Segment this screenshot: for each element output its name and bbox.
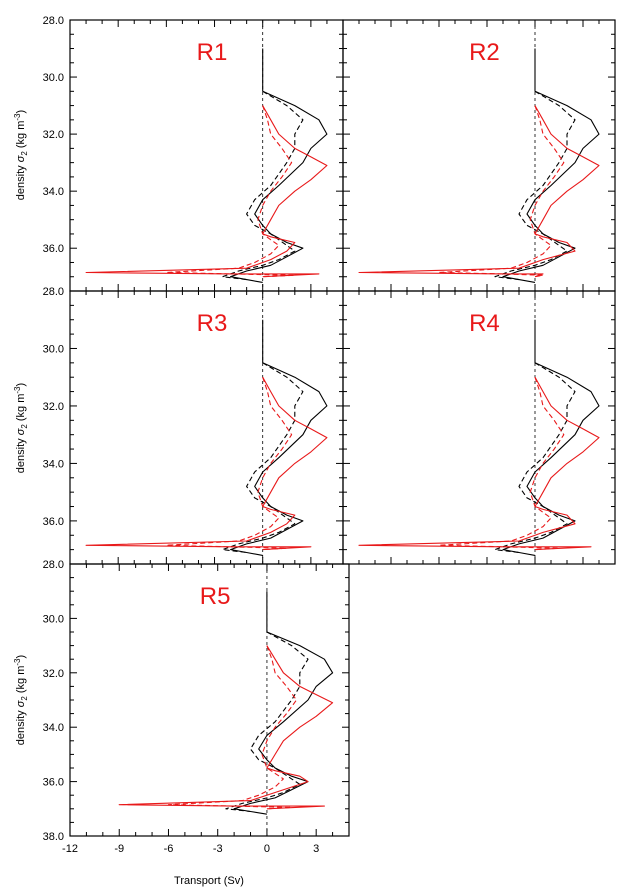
ylabel-close: ) <box>15 110 27 114</box>
series-line-4 <box>167 645 298 810</box>
series-line-2 <box>225 631 309 813</box>
series-line-3 <box>358 376 600 551</box>
y-tick-label: 30.0 <box>43 72 64 84</box>
panel-title: R2 <box>469 39 500 66</box>
x-tick-label: 3 <box>313 843 319 855</box>
series-line-4 <box>165 377 293 551</box>
ylabel-close: ) <box>15 383 27 387</box>
ylabel-sub: 2 <box>20 151 29 156</box>
y-tick-label: 34.0 <box>43 458 64 470</box>
series-line-4 <box>438 377 565 551</box>
ylabel-units: (kg m <box>15 666 27 697</box>
panel-title: R3 <box>197 310 228 337</box>
panel-3: R3 28.0 30.0 32.0 34.0 36.0 <box>43 286 344 565</box>
ylabel-r3: density σ2 (kg m-3) <box>13 383 29 473</box>
y-tick-label: 38.0 <box>43 831 64 843</box>
ylabel-units: (kg m <box>15 394 27 425</box>
series-line-1 <box>230 48 328 283</box>
y-tick-label: 28.0 <box>43 15 64 27</box>
series-line-2 <box>494 362 576 554</box>
y-tick-label: 34.0 <box>43 186 64 198</box>
panel-frame <box>342 290 616 565</box>
y-tick-label: 36.0 <box>43 777 64 789</box>
x-tick-label: -12 <box>62 843 78 855</box>
y-tick-label: 30.0 <box>43 613 64 625</box>
ylabel-exp: -3 <box>13 113 22 121</box>
ylabel-close: ) <box>15 655 27 659</box>
ylabel-sigma: σ <box>15 428 27 435</box>
ylabel-units: (kg m <box>15 121 27 152</box>
ylabel-exp: -3 <box>13 386 22 394</box>
x-tick-label: -6 <box>164 843 174 855</box>
y-tick-label: 32.0 <box>43 668 64 680</box>
ylabel-r1: density σ2 (kg m-3) <box>13 110 29 200</box>
series-line-3 <box>85 105 328 278</box>
ylabel-sigma: σ <box>15 155 27 162</box>
ylabel-main: density <box>15 707 27 745</box>
ylabel-sub: 2 <box>20 696 29 701</box>
series-line-1 <box>233 591 334 815</box>
x-axis-label: Transport (Sv) <box>174 875 244 887</box>
ylabel-sigma: σ <box>15 700 27 707</box>
panel-title: R4 <box>469 310 500 337</box>
y-tick-label: 28.0 <box>43 559 64 571</box>
series-line-4 <box>165 105 296 278</box>
series-line-1 <box>230 319 328 556</box>
panel-5: R5 28.0 30.0 32.0 34.0 36.0 38.0-12 -9 -6 -3 0 3 <box>43 559 350 855</box>
panel-1: R1 28.0 30.0 32.0 34.0 36.0 <box>43 15 344 292</box>
x-tick-label: -3 <box>213 843 223 855</box>
y-tick-label: 36.0 <box>43 243 64 255</box>
ylabel-r5: density σ2 (kg m-3) <box>13 655 29 745</box>
x-tick-label: -9 <box>114 843 124 855</box>
panel-title: R1 <box>197 39 228 66</box>
ylabel-main: density <box>15 162 27 200</box>
y-tick-label: 28.0 <box>43 286 64 298</box>
panel-title: R5 <box>200 583 231 610</box>
y-tick-label: 32.0 <box>43 129 64 141</box>
series-line-1 <box>502 319 600 556</box>
y-tick-label: 30.0 <box>43 343 64 355</box>
series-line-2 <box>222 362 304 554</box>
y-tick-label: 34.0 <box>43 722 64 734</box>
ylabel-sub: 2 <box>20 424 29 429</box>
panel-4: R4 <box>342 290 616 565</box>
ylabel-main: density <box>15 435 27 473</box>
series-line-3 <box>358 105 600 278</box>
series-line-2 <box>222 90 304 281</box>
series-line-3 <box>85 376 328 551</box>
x-tick-label: 0 <box>264 843 270 855</box>
series-line-4 <box>438 105 565 278</box>
series-line-1 <box>502 48 600 283</box>
y-tick-label: 32.0 <box>43 401 64 413</box>
panels-layer: R1 28.0 30.0 32.0 34.0 36.0 R2 R3 28.0 30.0 32.0 34… <box>43 15 616 855</box>
series-line-3 <box>118 645 334 810</box>
ylabel-exp: -3 <box>13 658 22 666</box>
panel-2: R2 <box>342 19 616 292</box>
y-tick-label: 36.0 <box>43 516 64 528</box>
series-line-2 <box>494 90 576 281</box>
